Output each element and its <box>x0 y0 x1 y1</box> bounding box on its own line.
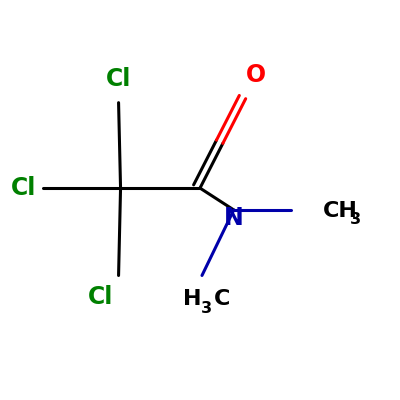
Text: O: O <box>246 63 266 87</box>
Text: Cl: Cl <box>106 67 131 91</box>
Text: Cl: Cl <box>10 176 36 200</box>
Text: Cl: Cl <box>88 285 113 309</box>
Text: C: C <box>214 289 230 309</box>
Text: H: H <box>183 289 201 309</box>
Text: N: N <box>224 206 244 230</box>
Text: 3: 3 <box>350 212 361 227</box>
Text: 3: 3 <box>201 300 212 316</box>
Text: CH: CH <box>323 201 358 221</box>
